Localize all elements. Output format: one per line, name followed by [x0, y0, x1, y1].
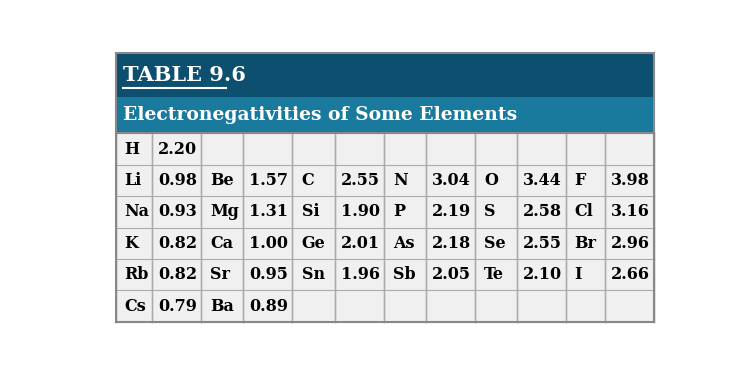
- Text: Na: Na: [125, 204, 149, 220]
- Text: Li: Li: [125, 172, 142, 189]
- Text: K: K: [125, 235, 138, 252]
- Text: Sn: Sn: [301, 266, 325, 283]
- Text: Cs: Cs: [125, 298, 146, 315]
- Text: H: H: [125, 141, 140, 158]
- Text: 3.44: 3.44: [523, 172, 562, 189]
- Text: 1.96: 1.96: [341, 266, 380, 283]
- Text: 0.82: 0.82: [158, 266, 197, 283]
- Text: 3.16: 3.16: [611, 204, 650, 220]
- Text: P: P: [393, 204, 405, 220]
- Text: 0.93: 0.93: [158, 204, 197, 220]
- Text: 0.82: 0.82: [158, 235, 197, 252]
- Bar: [116, 165, 654, 196]
- Text: Rb: Rb: [125, 266, 148, 283]
- Text: 0.98: 0.98: [158, 172, 197, 189]
- Text: Ge: Ge: [301, 235, 325, 252]
- Text: C: C: [301, 172, 314, 189]
- Text: Ba: Ba: [210, 298, 234, 315]
- Text: 2.55: 2.55: [523, 235, 562, 252]
- Text: 1.57: 1.57: [249, 172, 289, 189]
- Text: 2.05: 2.05: [432, 266, 471, 283]
- Bar: [116, 134, 654, 165]
- Text: Sr: Sr: [210, 266, 231, 283]
- Bar: [116, 196, 654, 228]
- Text: 3.98: 3.98: [611, 172, 650, 189]
- Bar: [116, 259, 654, 290]
- Text: 2.18: 2.18: [432, 235, 471, 252]
- Text: Te: Te: [484, 266, 504, 283]
- Text: Se: Se: [484, 235, 506, 252]
- Text: Be: Be: [210, 172, 234, 189]
- Text: Mg: Mg: [210, 204, 239, 220]
- Text: TABLE 9.6: TABLE 9.6: [123, 65, 246, 85]
- Text: 0.95: 0.95: [249, 266, 288, 283]
- Text: N: N: [393, 172, 407, 189]
- Text: 2.10: 2.10: [523, 266, 562, 283]
- Bar: [116, 53, 654, 96]
- Text: Electronegativities of Some Elements: Electronegativities of Some Elements: [123, 106, 518, 124]
- Text: As: As: [393, 235, 415, 252]
- Text: I: I: [574, 266, 582, 283]
- Text: 0.79: 0.79: [158, 298, 197, 315]
- Text: Sb: Sb: [393, 266, 416, 283]
- Text: Ca: Ca: [210, 235, 233, 252]
- Text: 2.55: 2.55: [341, 172, 380, 189]
- Text: O: O: [484, 172, 498, 189]
- Text: Br: Br: [574, 235, 597, 252]
- Text: Cl: Cl: [574, 204, 593, 220]
- Text: 2.20: 2.20: [158, 141, 197, 158]
- Text: F: F: [574, 172, 586, 189]
- Text: 2.01: 2.01: [341, 235, 380, 252]
- Bar: [116, 290, 654, 322]
- Text: 2.19: 2.19: [432, 204, 471, 220]
- Text: 2.66: 2.66: [611, 266, 650, 283]
- Bar: [116, 96, 654, 134]
- Text: S: S: [484, 204, 495, 220]
- Text: Si: Si: [301, 204, 319, 220]
- Text: 2.96: 2.96: [611, 235, 650, 252]
- Bar: [116, 228, 654, 259]
- Text: 1.00: 1.00: [249, 235, 289, 252]
- Text: 3.04: 3.04: [432, 172, 471, 189]
- Text: 1.90: 1.90: [341, 204, 380, 220]
- Text: 2.58: 2.58: [523, 204, 562, 220]
- Text: 1.31: 1.31: [249, 204, 289, 220]
- Text: 0.89: 0.89: [249, 298, 289, 315]
